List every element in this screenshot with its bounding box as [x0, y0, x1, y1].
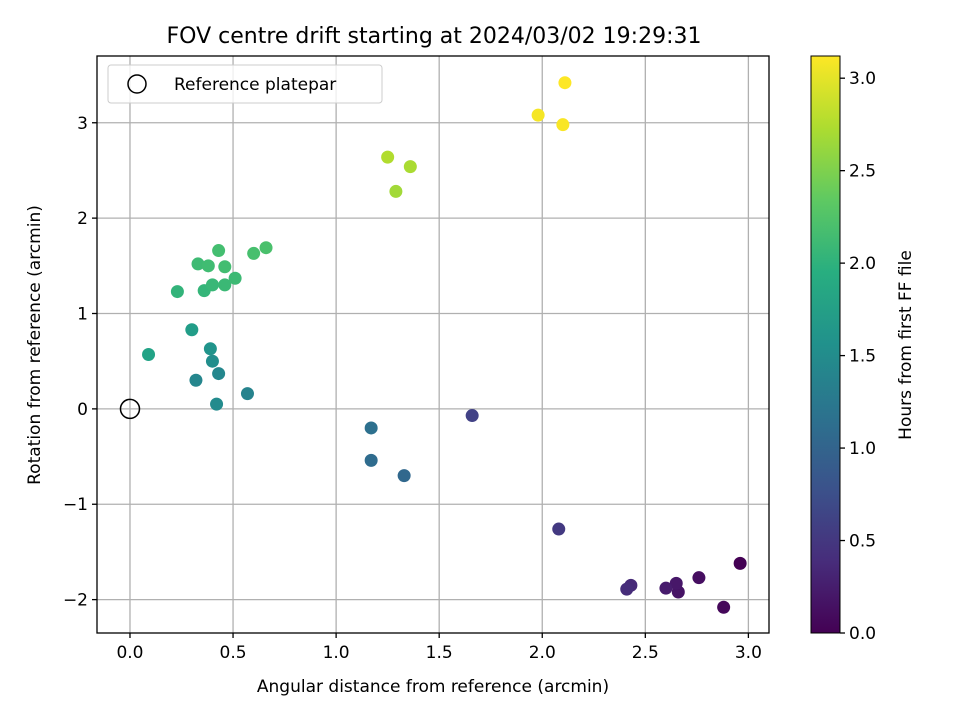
- x-tick-label: 2.0: [529, 643, 556, 663]
- scatter-point: [259, 241, 273, 255]
- scatter-point: [556, 118, 570, 132]
- scatter-point: [465, 409, 479, 423]
- scatter-point: [212, 244, 226, 258]
- scatter-point: [403, 160, 417, 174]
- scatter-point: [228, 271, 242, 285]
- scatter-point: [620, 582, 634, 596]
- scatter-point: [364, 421, 378, 435]
- scatter-point: [189, 373, 203, 387]
- legend-marker-reference: [127, 74, 147, 94]
- scatter-point: [558, 76, 572, 90]
- scatter-point: [191, 257, 205, 271]
- scatter-point: [170, 285, 184, 299]
- scatter-point: [203, 342, 217, 356]
- y-tick-label: 1: [77, 305, 88, 325]
- scatter-point: [381, 150, 395, 164]
- scatter-point: [205, 354, 219, 368]
- scatter-point: [692, 571, 706, 585]
- scatter-points: [142, 76, 747, 614]
- scatter-point: [659, 581, 673, 595]
- x-tick-label: 0.5: [220, 643, 247, 663]
- scatter-point: [552, 522, 566, 536]
- colorbar-label: Hours from first FF file: [896, 250, 916, 440]
- scatter-point: [205, 278, 219, 292]
- scatter-point: [389, 184, 403, 198]
- scatter-point: [240, 387, 254, 401]
- legend-box: [107, 64, 383, 104]
- scatter-point: [247, 246, 261, 260]
- scatter-point: [717, 600, 731, 614]
- x-tick-label: 2.5: [632, 643, 659, 663]
- scatter-point: [185, 323, 199, 337]
- grid: [97, 56, 769, 633]
- x-axis-ticks: 0.0 0.5 1.0 1.5 2.0 2.5 3.0: [116, 633, 762, 663]
- y-axis-label: Rotation from reference (arcmin): [25, 205, 45, 485]
- scatter-point: [142, 348, 156, 362]
- y-tick-label: 3: [77, 114, 88, 134]
- scatter-point: [531, 108, 545, 122]
- colorbar-ticks: 0.0 0.5 1.0 1.5 2.0 2.5 3.0: [840, 69, 876, 644]
- y-tick-label: −2: [63, 591, 88, 611]
- y-axis-ticks: −2 −1 0 1 2 3: [63, 114, 97, 611]
- reference-marker: [119, 398, 141, 420]
- y-tick-label: 0: [77, 400, 88, 420]
- colorbar: [810, 55, 841, 634]
- y-tick-label: 2: [77, 209, 88, 229]
- scatter-point: [218, 278, 232, 292]
- x-tick-label: 1.5: [426, 643, 453, 663]
- colorbar-tick-label: 0.0: [849, 624, 876, 644]
- colorbar-tick-label: 2.0: [849, 254, 876, 274]
- scatter-point: [397, 469, 411, 483]
- scatter-point: [733, 556, 747, 570]
- scatter-point: [218, 260, 232, 274]
- chart-title: FOV centre drift starting at 2024/03/02 …: [167, 24, 702, 49]
- x-tick-label: 1.0: [323, 643, 350, 663]
- scatter-point: [212, 367, 226, 381]
- y-tick-label: −1: [63, 495, 88, 515]
- x-axis-label: Angular distance from reference (arcmin): [257, 677, 609, 697]
- scatter-point: [210, 397, 224, 411]
- scatter-point: [201, 259, 215, 273]
- reference-platepar-point: [119, 398, 141, 420]
- scatter-point: [669, 576, 683, 590]
- colorbar-tick-label: 2.5: [849, 162, 876, 182]
- x-tick-label: 0.0: [116, 643, 143, 663]
- colorbar-tick-label: 1.5: [849, 347, 876, 367]
- scatter-point: [364, 453, 378, 467]
- plot-frame: [96, 55, 770, 634]
- legend-label-reference: Reference platepar: [174, 75, 336, 95]
- colorbar-tick-label: 3.0: [849, 69, 876, 89]
- colorbar-tick-label: 1.0: [849, 439, 876, 459]
- colorbar-tick-label: 0.5: [849, 532, 876, 552]
- legend: Reference platepar: [107, 64, 383, 104]
- x-tick-label: 3.0: [735, 643, 762, 663]
